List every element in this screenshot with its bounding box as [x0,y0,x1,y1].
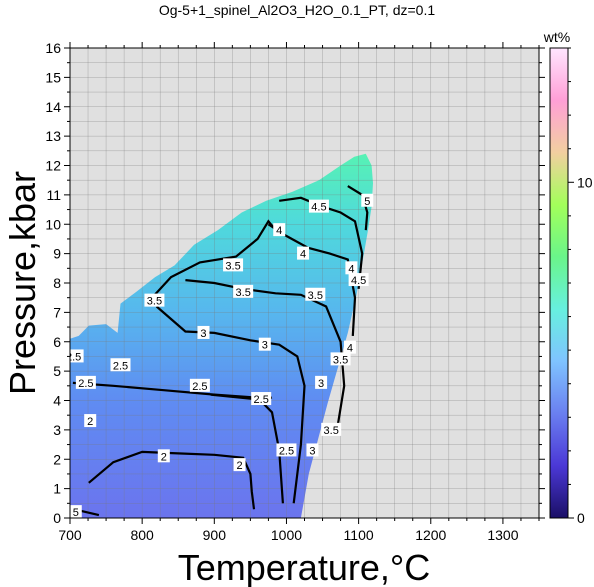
contour-label-bg [315,375,328,389]
contour-label: 3.5 [333,354,348,366]
contour-label: 3.5 [225,260,240,272]
contour-label: 4 [300,249,306,261]
x-tick-label: 700 [58,527,82,543]
y-tick-label: 15 [45,69,61,85]
contour-label: 2.5 [66,351,81,363]
contour-label: 4.5 [311,202,326,214]
colorbar-label: wt% [543,29,570,45]
contour-label-bg [197,325,210,339]
y-tick-label: 12 [45,158,61,174]
contour-label-bg [345,261,358,275]
contour-label: 4.5 [351,275,366,287]
contour-label: 2.5 [279,445,294,457]
contour-label-bg [189,378,210,392]
x-axis: 700 800 900 1000 1100 1200 1300 [58,42,540,543]
contour-label: 4 [276,225,282,237]
contour-line [88,450,256,510]
contour-line [155,305,306,504]
y-tick-label: 2 [53,451,61,467]
contour-label-bg [233,458,246,472]
stability-field [70,153,373,519]
contour-label: 5 [364,196,370,208]
contour-label: 3 [318,378,324,390]
contour-label: 3.5 [324,425,339,437]
x-axis-label: Temperature,°C [178,547,431,587]
contour-label-bg [157,449,170,463]
contour-label-bg [273,223,286,237]
x-tick-label: 1100 [344,527,374,543]
y-tick-label: 3 [53,422,61,438]
contour-label: 2 [236,460,242,472]
contour-label-bg [321,422,342,436]
contour-label-bg [361,193,374,207]
contour-label-bg [84,414,97,428]
contour-label: 2.5 [78,378,93,390]
x-tick-label: 1200 [415,527,446,543]
contour-line [185,279,346,431]
contour-line [148,219,277,302]
plot-area: 2 2 2 2.5 2.5 2.5 2.5 2.5 2.5 3 3 3 3 3.5 3.5 3.5 3.5 3.5… [66,47,540,519]
contour-line [267,223,357,336]
y-tick-label: 13 [45,128,61,144]
contour-label-bg [330,352,351,366]
contour-label-bg [276,443,297,457]
x-tick-label: 1300 [487,527,518,543]
contour-label: 3 [309,445,315,457]
contour-label-bg [144,293,165,307]
x-tick-label: 1000 [271,527,302,543]
y-tick-label: 5 [53,363,61,379]
colorbar-scale [549,47,569,519]
contour-label: 4 [347,343,353,355]
y-tick-label: 11 [46,187,61,203]
y-tick-label: 8 [53,275,61,291]
y-tick-label: 6 [53,334,61,350]
y-tick-label: 16 [45,40,61,56]
x-tick-label: 900 [203,527,227,543]
contour-label-bg [306,443,319,457]
contour-label-bg [251,392,272,406]
contour-label: 2.5 [192,381,207,393]
contour-label-bg [75,375,96,389]
contour-line [279,196,364,290]
contour-label: 5 [73,507,79,519]
contour-label: 3.5 [308,290,323,302]
contour-label-bg [223,258,244,272]
x-tick-label: 800 [130,527,154,543]
colorbar-tick-label: 10 [577,174,593,190]
contour-label-bg [297,246,310,260]
contour-label-bg [110,358,131,372]
colorbar-ticks: 0 10 [568,47,593,526]
y-axis-label: Pressure,kbar [2,171,43,395]
y-tick-label: 0 [53,510,61,526]
contour-label: 2.5 [113,360,128,372]
y-tick-label: 7 [53,304,61,320]
contour-label: 3 [200,328,206,340]
contour-label-bg [348,273,369,287]
y-tick-label: 14 [45,99,61,115]
chart-title: Og-5+1_spinel_Al2O3_H2O_0.1_PT, dz=0.1 [159,2,436,18]
contour-label-bg [305,287,326,301]
y-tick-label: 4 [53,393,61,409]
contour-label-bg [70,349,84,363]
contour-label-bg [233,284,254,298]
contour-label: 4 [348,263,354,275]
contour-label-bg [308,199,329,213]
contour-label: 2 [161,451,167,463]
contours: 2 2 2 2.5 2.5 2.5 2.5 2.5 2.5 3 3 3 3 3.5 3.5 3.5 3.5 3.5… [66,185,374,519]
y-tick-label: 10 [45,216,61,232]
y-tick-label: 1 [53,481,61,497]
contour-label-bg [70,505,82,518]
contour-label: 2 [87,416,93,428]
contour-label: 3.5 [147,296,162,308]
contour-label: 3 [262,340,268,352]
colorbar-tick-label: 0 [577,510,585,526]
contour-label: 2.5 [254,394,269,406]
y-tick-label: 9 [53,246,61,262]
colorbar: wt% 0 10 [543,29,593,526]
contour-label-bg [258,337,271,351]
contour-label-bg [343,340,356,354]
contour-label: 3.5 [236,287,251,299]
